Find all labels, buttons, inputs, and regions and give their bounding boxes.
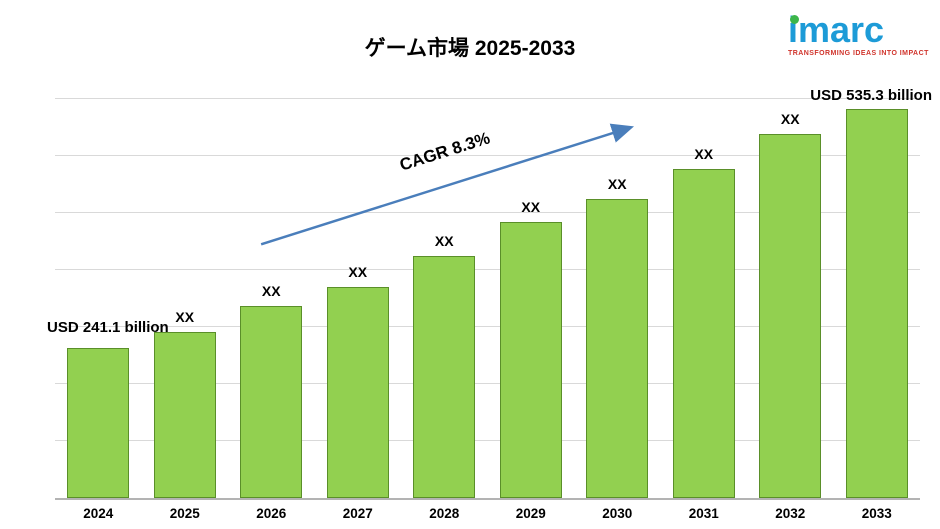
bar-value-label-2028: XX (434, 233, 454, 249)
bar-slot-2033 (834, 86, 921, 498)
bar-slot-2025: XX (142, 309, 229, 498)
bar-2027 (326, 287, 389, 498)
bar-2024 (67, 348, 130, 498)
x-axis-label-2031: 2031 (688, 506, 719, 521)
imarc-logo-tagline: TRANSFORMING IDEAS INTO IMPACT (788, 50, 929, 57)
bar-slot-2030: XX (574, 176, 661, 498)
bar-2025 (153, 332, 216, 498)
x-axis-label-2033: 2033 (861, 506, 892, 521)
bar-slot-2031: XX (661, 146, 748, 498)
imarc-logo-dot-icon (790, 15, 799, 24)
x-axis-label-2027: 2027 (342, 506, 373, 521)
bar-2029 (499, 222, 562, 498)
gridline (55, 440, 920, 441)
last-bar-value-label: USD 535.3 billion (810, 87, 932, 104)
bar-value-label-2031: XX (694, 146, 714, 162)
x-axis-label-2032: 2032 (775, 506, 806, 521)
gridline (55, 326, 920, 327)
bar-2030 (586, 199, 649, 498)
imarc-logo-text: imarc (788, 9, 885, 50)
bar-value-label-2027: XX (348, 264, 368, 280)
x-axis-label-2024: 2024 (83, 506, 114, 521)
x-axis-label-2030: 2030 (602, 506, 633, 521)
first-bar-value-label: USD 241.1 billion (47, 319, 169, 336)
gridline (55, 98, 920, 99)
chart-title: ゲーム市場 2025-2033 (364, 37, 576, 60)
bar-series: XX XX XX XX XX XX XX XX (55, 100, 920, 498)
bar-slot-2029: XX (488, 199, 575, 498)
plot-area: XX XX XX XX XX XX XX XX CAGR 8.3% USD 241.1 bil… (47, 87, 932, 500)
x-axis-label-2029: 2029 (515, 506, 546, 521)
bar-slot-2024 (55, 325, 142, 498)
bar-value-label-2026: XX (261, 283, 281, 299)
bar-2033 (845, 109, 908, 498)
bar-value-label-2030: XX (607, 176, 627, 192)
bar-slot-2028: XX (401, 233, 488, 498)
bar-2032 (759, 134, 822, 498)
x-axis-label-2028: 2028 (429, 506, 460, 521)
bar-2031 (672, 169, 735, 498)
imarc-logo: imarc TRANSFORMING IDEAS INTO IMPACT (788, 12, 929, 58)
bar-value-label-2029: XX (521, 199, 541, 215)
x-axis-label-2025: 2025 (169, 506, 200, 521)
bar-slot-2032: XX (747, 111, 834, 498)
bar-value-label-2025: XX (175, 309, 195, 325)
gridline (55, 383, 920, 384)
imarc-logo-wordmark: imarc (788, 12, 926, 48)
bar-2028 (413, 256, 476, 498)
x-axis-labels: 2024 2025 2026 2027 2028 2029 2030 2031 2032 2033 (55, 506, 920, 521)
bar-value-label-2032: XX (780, 111, 800, 127)
bar-slot-2026: XX (228, 283, 315, 498)
bar-2026 (240, 306, 303, 498)
gridline (55, 269, 920, 270)
x-axis-label-2026: 2026 (256, 506, 287, 521)
bar-slot-2027: XX (315, 264, 402, 498)
